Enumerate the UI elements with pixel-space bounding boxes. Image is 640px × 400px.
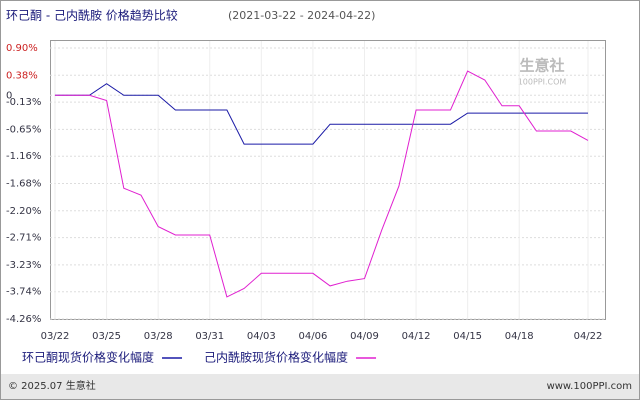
y-tick-label: 0	[6, 90, 12, 101]
x-tick-label: 04/18	[505, 331, 534, 342]
y-tick-label: -0.65%	[6, 124, 41, 135]
x-tick-label: 03/25	[92, 331, 121, 342]
x-tick-label: 04/15	[453, 331, 482, 342]
y-tick-label: -3.74%	[6, 287, 41, 298]
y-tick-label: -2.20%	[6, 206, 41, 217]
footer-band	[1, 374, 639, 399]
chart-title: 环己酮 - 己内酰胺 价格趋势比较	[6, 8, 178, 23]
y-tick-label: -0.13%	[6, 97, 41, 108]
x-tick-label: 03/28	[144, 331, 173, 342]
legend-label: 环己酮现货价格变化幅度	[22, 350, 154, 365]
y-tick-label: 0.90%	[6, 43, 38, 54]
footer-url: www.100PPI.com	[547, 381, 632, 392]
y-tick-label: 0.38%	[6, 70, 38, 81]
series-line	[55, 70, 589, 298]
x-tick-label: 03/22	[41, 331, 70, 342]
y-tick-label: -1.16%	[6, 151, 41, 162]
x-tick-label: 04/03	[247, 331, 276, 342]
y-tick-label: -1.68%	[6, 179, 41, 190]
y-tick-label: -3.23%	[6, 260, 41, 271]
footer-copyright: © 2025.07 生意社	[8, 379, 96, 392]
series-line	[55, 83, 588, 145]
chart-subtitle: (2021-03-22 - 2024-04-22)	[228, 9, 375, 22]
watermark-url: 100PPI.COM	[518, 78, 567, 87]
x-tick-label: 04/09	[350, 331, 379, 342]
watermark-name: 生意社	[519, 57, 564, 75]
y-tick-label: -2.71%	[6, 233, 41, 244]
legend-label: 己内酰胺现货价格变化幅度	[204, 350, 348, 365]
y-tick-label: -4.26%	[6, 314, 41, 325]
x-tick-label: 03/31	[195, 331, 224, 342]
x-tick-label: 04/12	[402, 331, 431, 342]
x-tick-label: 04/22	[574, 331, 603, 342]
x-tick-label: 04/06	[298, 331, 327, 342]
